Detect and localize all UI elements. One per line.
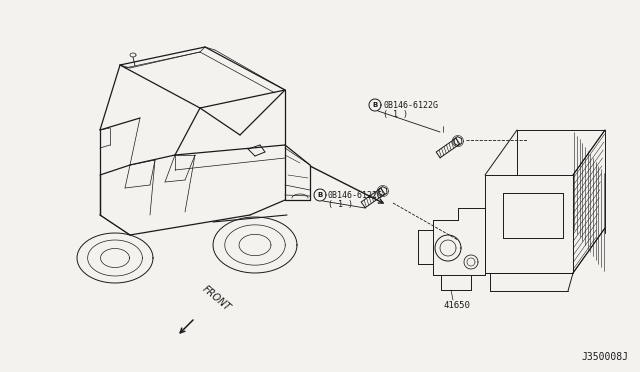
Text: 0B146-6122G: 0B146-6122G <box>383 100 438 109</box>
Text: 41650: 41650 <box>443 301 470 310</box>
Text: J350008J: J350008J <box>581 352 628 362</box>
Text: 0B146-6122G: 0B146-6122G <box>328 190 383 199</box>
Text: B: B <box>372 102 378 108</box>
Text: B: B <box>317 192 323 198</box>
Text: FRONT: FRONT <box>200 284 232 313</box>
Text: ( 1 ): ( 1 ) <box>328 201 353 209</box>
Text: ( 1 ): ( 1 ) <box>383 110 408 119</box>
